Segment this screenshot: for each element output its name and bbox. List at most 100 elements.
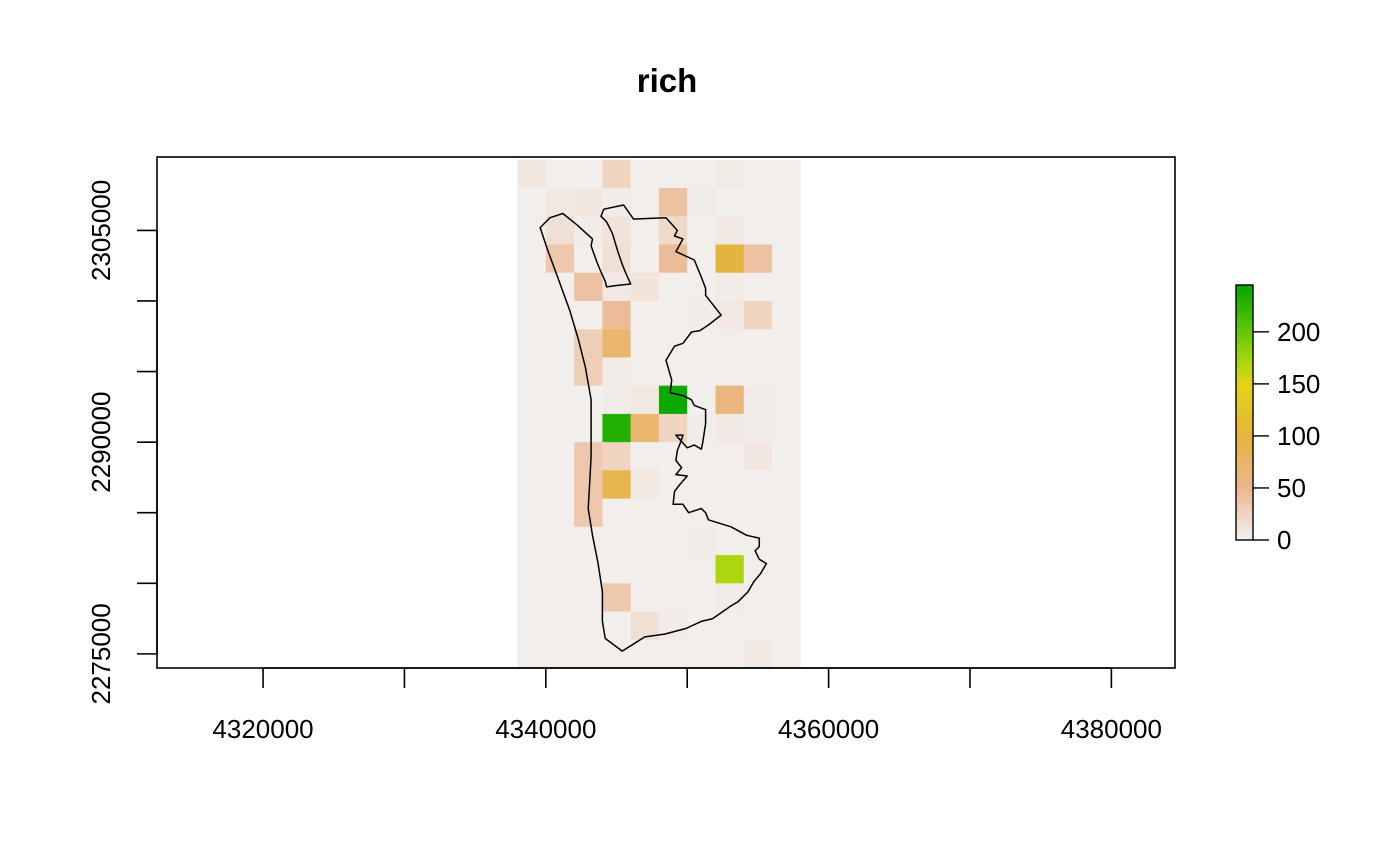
- raster-cell: [545, 442, 575, 471]
- raster-cell: [658, 385, 688, 415]
- raster-cell: [715, 555, 745, 584]
- raster-cell: [602, 216, 632, 245]
- raster-cell: [772, 470, 801, 500]
- raster-cell: [743, 583, 773, 612]
- raster-cell: [602, 300, 632, 330]
- raster-cell: [574, 188, 603, 217]
- raster-cell: [517, 498, 547, 528]
- raster-cell: [545, 413, 575, 443]
- raster-cell: [545, 470, 575, 500]
- raster-cell: [772, 498, 801, 528]
- raster-cell: [574, 244, 603, 274]
- raster-cell: [602, 357, 632, 387]
- raster-cell: [545, 639, 575, 669]
- raster-cell: [602, 498, 632, 528]
- y-tick-label: 2275000: [86, 603, 116, 704]
- raster-cell: [517, 385, 547, 415]
- raster-cell: [630, 300, 660, 330]
- raster-cell: [545, 526, 575, 556]
- raster-cell: [658, 526, 688, 556]
- raster-cell: [715, 470, 745, 500]
- raster-cell: [658, 611, 688, 641]
- raster-cell: [687, 583, 716, 612]
- raster-cell: [602, 385, 632, 415]
- raster-cell: [602, 583, 632, 612]
- raster-cell: [517, 413, 547, 443]
- raster-cell: [772, 188, 801, 217]
- raster-cell: [545, 583, 575, 612]
- raster-cell: [630, 385, 660, 415]
- raster-cell: [517, 188, 547, 217]
- legend-tick-label: 200: [1277, 317, 1320, 347]
- raster-cell: [574, 583, 603, 612]
- raster-cell: [715, 413, 745, 443]
- raster-cell: [517, 357, 547, 387]
- raster-cell: [630, 357, 660, 387]
- raster-cell: [772, 442, 801, 471]
- raster-cell: [545, 555, 575, 584]
- raster-cell: [743, 526, 773, 556]
- raster-cell: [630, 526, 660, 556]
- x-tick-label: 4360000: [778, 714, 879, 744]
- raster-cell: [517, 470, 547, 500]
- raster-cell: [545, 329, 575, 358]
- raster-cell: [687, 159, 716, 189]
- raster-cell: [743, 413, 773, 443]
- legend-tick-label: 100: [1277, 421, 1320, 451]
- raster-cell: [687, 329, 716, 358]
- raster-cell: [517, 329, 547, 358]
- x-tick-label: 4320000: [212, 714, 313, 744]
- raster-cell: [630, 329, 660, 358]
- raster-cell: [772, 611, 801, 641]
- outline-layer: [539, 204, 768, 652]
- raster-cell: [545, 188, 575, 217]
- raster-cell: [715, 329, 745, 358]
- raster-cell: [517, 442, 547, 471]
- raster-cell: [743, 272, 773, 302]
- raster-cell: [602, 159, 632, 189]
- raster-cell: [574, 216, 603, 245]
- raster-cell: [687, 470, 716, 500]
- color-legend: 0 50 100 150 200: [1235, 284, 1320, 555]
- raster-cell: [658, 188, 688, 217]
- raster-cell: [517, 159, 547, 189]
- raster-cell: [602, 611, 632, 641]
- raster-cell: [545, 216, 575, 245]
- raster-cell: [687, 188, 716, 217]
- raster-cell: [715, 272, 745, 302]
- x-tick-label: 4340000: [495, 714, 596, 744]
- raster-cell: [772, 300, 801, 330]
- raster-cell: [574, 526, 603, 556]
- raster-cell: [602, 329, 632, 358]
- raster-cell: [715, 385, 745, 415]
- raster-cell: [772, 329, 801, 358]
- raster-cell: [687, 300, 716, 330]
- raster-cell: [602, 470, 632, 500]
- raster-cell: [602, 188, 632, 217]
- raster-cell: [743, 498, 773, 528]
- legend-tick-label: 50: [1277, 473, 1306, 503]
- raster-cell: [517, 583, 547, 612]
- raster-cell: [545, 611, 575, 641]
- raster-cell: [602, 413, 632, 443]
- raster-cell: [574, 442, 603, 471]
- raster-cell: [545, 159, 575, 189]
- raster-cell: [517, 639, 547, 669]
- raster-cell: [715, 188, 745, 217]
- raster-cell: [743, 216, 773, 245]
- raster-cell: [630, 272, 660, 302]
- raster-cell: [630, 498, 660, 528]
- raster-cell: [743, 470, 773, 500]
- raster-cell: [602, 442, 632, 471]
- raster-cell: [687, 498, 716, 528]
- raster-cell: [743, 357, 773, 387]
- raster-cell: [772, 526, 801, 556]
- raster-cell: [743, 300, 773, 330]
- raster-cell: [772, 244, 801, 274]
- raster-cell: [715, 442, 745, 471]
- raster-cell: [715, 639, 745, 669]
- raster-cell: [545, 272, 575, 302]
- raster-cell: [545, 498, 575, 528]
- raster-cell: [630, 583, 660, 612]
- x-tick-label: 4380000: [1061, 714, 1162, 744]
